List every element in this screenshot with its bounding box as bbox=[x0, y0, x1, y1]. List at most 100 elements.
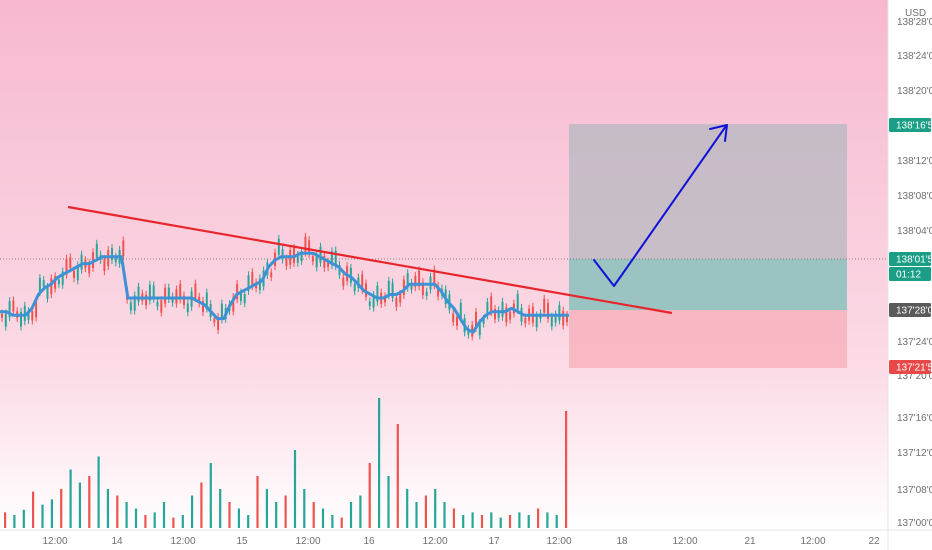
candle-body bbox=[395, 297, 398, 307]
price-tag-bg bbox=[889, 267, 931, 281]
candle-body bbox=[304, 236, 307, 253]
candle-body bbox=[475, 311, 477, 328]
volume-bar bbox=[387, 476, 390, 528]
candle-body bbox=[402, 279, 405, 295]
candle-body bbox=[456, 316, 458, 326]
candle-body bbox=[490, 296, 493, 313]
volume-bar bbox=[527, 515, 530, 528]
volume-bar bbox=[275, 502, 278, 528]
y-tick-label: 137'08'0 bbox=[897, 485, 932, 496]
candle-body bbox=[361, 274, 364, 291]
candle-body bbox=[372, 295, 375, 308]
volume-bar bbox=[368, 463, 371, 528]
candle-body bbox=[1, 313, 3, 318]
candle-body bbox=[103, 259, 106, 272]
candle-body bbox=[437, 285, 440, 297]
volume-bar bbox=[340, 517, 343, 528]
candle-body bbox=[376, 285, 379, 302]
candle-body bbox=[296, 254, 299, 263]
volume-bar bbox=[97, 456, 100, 528]
volume-bar bbox=[555, 515, 558, 528]
candle-body bbox=[270, 272, 273, 278]
price-tag-label: 01:12 bbox=[896, 270, 921, 281]
resistance-trendline[interactable] bbox=[67, 205, 673, 315]
candle-body bbox=[152, 285, 155, 299]
candle-body bbox=[148, 284, 151, 301]
x-tick-label: 22 bbox=[868, 536, 880, 547]
candle-body bbox=[205, 292, 208, 309]
candle-body bbox=[425, 291, 428, 296]
candle-body bbox=[35, 301, 38, 318]
volume-bar bbox=[256, 476, 259, 528]
candle-body bbox=[418, 270, 421, 287]
candle-body bbox=[535, 315, 538, 328]
volume-bar bbox=[209, 463, 212, 528]
volume-bar bbox=[265, 489, 268, 528]
candle-body bbox=[566, 314, 568, 323]
volume-bar bbox=[565, 411, 568, 528]
volume-bar bbox=[144, 515, 147, 528]
candle-body bbox=[281, 249, 284, 260]
volume-bar bbox=[247, 515, 250, 528]
price-tags: 138'16'5 138'01'5 01:12 137'28'0 137'21'5 bbox=[889, 118, 932, 374]
volume-bar bbox=[303, 489, 306, 528]
candle-body bbox=[452, 313, 455, 323]
candle-body bbox=[145, 294, 148, 306]
volume-bar bbox=[321, 508, 325, 528]
candle-body bbox=[421, 282, 424, 296]
volume-bar bbox=[32, 491, 35, 528]
volume-bar bbox=[293, 450, 297, 528]
candle-body bbox=[236, 283, 239, 300]
volume-bar bbox=[331, 515, 334, 528]
candle-body bbox=[258, 278, 261, 290]
candle-body bbox=[433, 269, 436, 286]
volume-bar bbox=[424, 495, 427, 528]
volume-bar bbox=[200, 482, 203, 528]
volume-bar bbox=[106, 489, 109, 528]
candle-body bbox=[57, 279, 60, 285]
candle-body bbox=[334, 250, 337, 267]
volume-bars bbox=[4, 398, 568, 528]
candle-body bbox=[217, 317, 220, 330]
candle-body bbox=[38, 278, 41, 293]
candle-body bbox=[23, 305, 26, 322]
volume-bar bbox=[490, 512, 493, 528]
candle-body bbox=[554, 314, 557, 323]
candle-body bbox=[300, 251, 303, 261]
candle-body bbox=[251, 272, 254, 287]
candle-body bbox=[543, 298, 546, 313]
candle-body bbox=[171, 296, 174, 303]
candle-body bbox=[497, 310, 500, 318]
candle-body bbox=[524, 318, 527, 324]
y-tick-label: 137'12'0 bbox=[897, 448, 932, 459]
volume-bar bbox=[13, 515, 16, 528]
y-tick-label: 138'04'0 bbox=[897, 226, 932, 237]
candle-body bbox=[353, 284, 356, 292]
candle-body bbox=[220, 303, 223, 320]
x-tick-label: 12:00 bbox=[422, 536, 447, 547]
volume-bar bbox=[349, 502, 353, 528]
volume-bar bbox=[181, 515, 184, 528]
candle-body bbox=[414, 276, 417, 287]
candle-body bbox=[467, 328, 470, 335]
candle-body bbox=[61, 271, 64, 285]
volume-bar bbox=[88, 476, 91, 528]
candle-body bbox=[12, 300, 15, 312]
y-tick-label: 137'20'0 bbox=[897, 371, 932, 382]
volume-bar bbox=[508, 515, 512, 528]
stop-zone[interactable] bbox=[569, 310, 847, 368]
volume-bar bbox=[125, 502, 128, 528]
candle-body bbox=[239, 292, 242, 301]
candle-body bbox=[459, 302, 462, 319]
projection-arrow[interactable] bbox=[593, 124, 728, 287]
candle-body bbox=[399, 293, 402, 303]
volume-bar bbox=[443, 502, 446, 528]
y-tick-label: 137'00'0 bbox=[897, 518, 932, 529]
candle-body bbox=[550, 316, 553, 327]
candle-body bbox=[213, 318, 216, 323]
volume-bar bbox=[452, 508, 455, 528]
price-tag-label: 137'28'0 bbox=[896, 306, 932, 317]
candle-body bbox=[133, 295, 136, 311]
volume-bar bbox=[415, 502, 418, 528]
